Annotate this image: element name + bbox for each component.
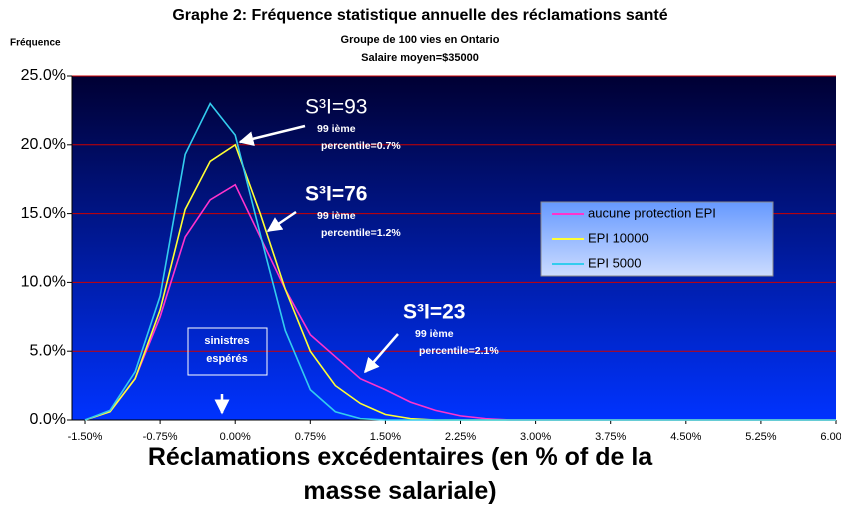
x-tick-label: 6.00% [820,431,841,443]
y-tick-label: 10.0% [21,274,66,291]
annotation-text: percentile=0.7% [321,140,401,152]
annotation-text: 99 ième [317,210,356,222]
x-tick-label: 0.75% [295,431,326,443]
x-tick-label: 3.00% [520,431,551,443]
note-box [187,327,268,376]
legend-label: EPI 10000 [588,230,649,245]
y-tick-label: 5.0% [30,342,66,359]
y-tick-label: 15.0% [21,205,66,222]
note-text: sinistres [204,335,249,347]
annotation-arrow [364,333,399,374]
subtitle: Groupe de 100 vies en Ontario [341,34,500,46]
annotation-arrow [266,210,297,233]
x-tick-label: 3.75% [595,431,626,443]
chart-title: Graphe 2: Fréquence statistique annuelle… [172,7,667,24]
x-tick-label: 5.25% [745,431,776,443]
y-tick-label: 0.0% [30,411,66,428]
annotation-text: percentile=1.2% [321,227,401,239]
annotation-text: 99 ième [317,123,356,135]
x-tick-label: 1.50% [370,431,401,443]
x-tick-label: -1.50% [68,431,103,443]
annotation-text: 99 ième [415,328,454,340]
x-tick-label: 2.25% [445,431,476,443]
y-axis-label: Fréquence [10,38,61,49]
subtitle: Salaire moyen=$35000 [361,52,479,64]
x-tick-label: 4.50% [670,431,701,443]
y-tick-label: 25.0% [21,67,66,84]
annotation-title: S³I=93 [305,96,367,119]
annotation-title: S³I=23 [403,301,465,324]
annotation-arrow [238,124,306,147]
annotation-title: S³I=76 [305,183,367,206]
series-line [84,102,836,421]
y-tick-label: 20.0% [21,136,66,153]
x-tick-label: -0.75% [143,431,178,443]
legend-label: EPI 5000 [588,255,642,270]
x-axis-label: Réclamations excédentaires (en % of de l… [147,443,653,505]
annotation-text: percentile=2.1% [419,345,499,357]
note-text: espérés [206,353,248,365]
legend-label: aucune protection EPI [588,205,716,220]
x-tick-label: 0.00% [220,431,251,443]
